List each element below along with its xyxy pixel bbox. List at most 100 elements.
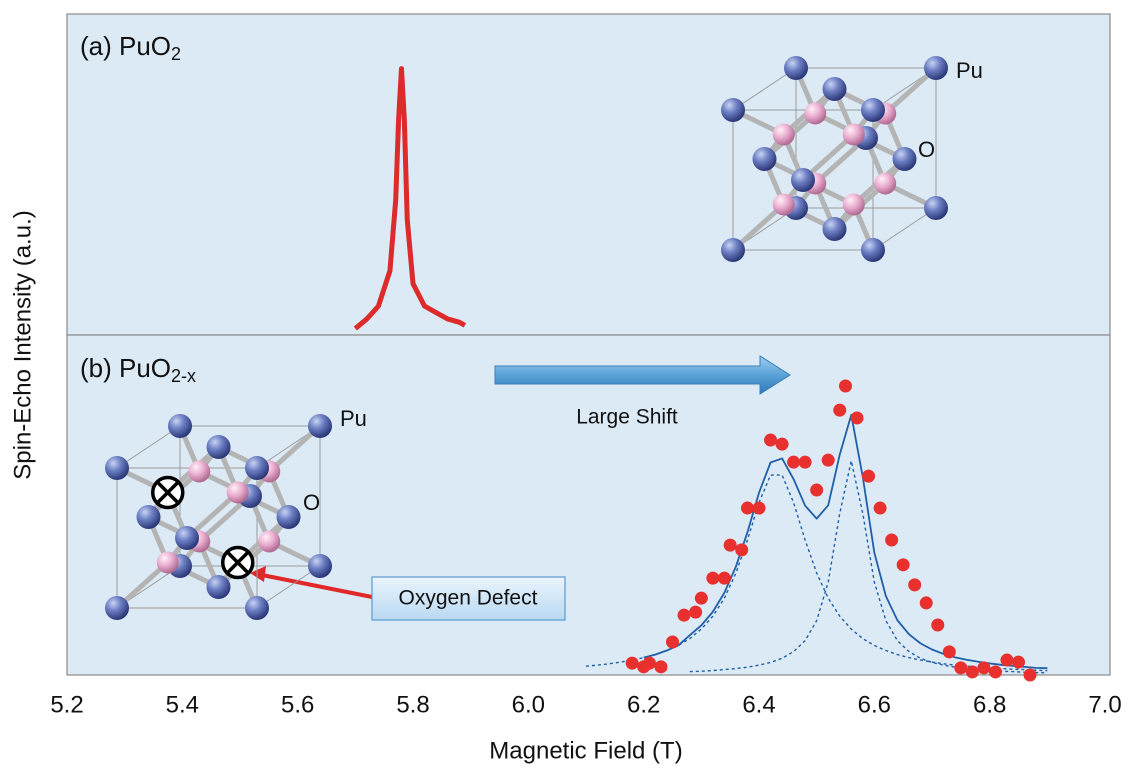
x-axis-label: Magnetic Field (T) xyxy=(489,737,682,764)
pu-atom xyxy=(822,77,847,101)
data-point xyxy=(723,538,737,552)
pu-atom xyxy=(105,456,129,480)
pu-atom xyxy=(861,98,885,122)
data-point xyxy=(1023,668,1037,682)
o-atom xyxy=(842,123,865,146)
crystal-structure xyxy=(105,414,332,620)
defect-cross xyxy=(156,481,179,504)
pu-atom xyxy=(721,238,745,262)
data-point xyxy=(1000,653,1014,667)
data-point xyxy=(919,596,933,610)
annotation: Oxygen Defect xyxy=(399,587,538,610)
x-tick-label: 5.2 xyxy=(50,691,83,718)
x-tick-label: 6.6 xyxy=(858,691,891,718)
x-tick-label: 5.8 xyxy=(396,691,429,718)
defect-box xyxy=(371,576,566,621)
pu-atom xyxy=(861,238,885,262)
data-point xyxy=(850,411,864,425)
data-point xyxy=(677,608,691,622)
o-atom xyxy=(258,530,281,553)
y-axis-label: Spin-Echo Intensity (a.u.) xyxy=(9,210,36,479)
cell-edge xyxy=(116,425,181,469)
pu-atom xyxy=(791,168,815,192)
o-atom xyxy=(226,481,249,504)
x-tick-label: 6.0 xyxy=(512,691,545,718)
pu-atom xyxy=(752,147,777,171)
pu-atom xyxy=(175,526,199,550)
pu-atom xyxy=(308,554,332,578)
data-point xyxy=(833,403,847,417)
data-point xyxy=(908,578,922,592)
data-point xyxy=(694,591,708,605)
panel-label-text: (b) PuO xyxy=(80,353,171,383)
data-point xyxy=(752,501,766,515)
pu-atom xyxy=(136,505,161,529)
pu-atom xyxy=(206,575,231,599)
pu-atom xyxy=(245,596,269,620)
data-point xyxy=(689,605,703,619)
atom-label: O xyxy=(303,490,320,515)
data-point xyxy=(740,501,754,515)
x-tick-label: 6.4 xyxy=(742,691,775,718)
data-point xyxy=(965,665,979,679)
data-point xyxy=(775,437,789,451)
data-point xyxy=(810,483,824,497)
data-point xyxy=(787,455,801,469)
data-point xyxy=(862,469,876,483)
defect-cross xyxy=(226,551,249,574)
pu-atom xyxy=(168,414,192,438)
data-point xyxy=(942,645,956,659)
data-point xyxy=(885,533,899,547)
crystal-structure xyxy=(721,56,948,262)
annotation: Large Shift xyxy=(576,406,678,429)
pu-atom xyxy=(105,596,129,620)
pu-atom xyxy=(822,217,847,241)
pu-atom xyxy=(924,196,948,220)
pu-atom xyxy=(206,435,231,459)
data-point xyxy=(764,433,778,447)
data-point xyxy=(717,571,731,585)
data-point xyxy=(977,661,991,675)
data-point xyxy=(625,656,639,670)
x-tick-label: 7.0 xyxy=(1088,691,1121,718)
x-tick-label: 6.8 xyxy=(973,691,1006,718)
cell-edge xyxy=(872,207,937,251)
spectrum-line xyxy=(353,66,467,331)
o-atom xyxy=(874,172,897,195)
pu-atom xyxy=(308,414,332,438)
x-tick-label: 5.4 xyxy=(166,691,199,718)
o-atom xyxy=(188,460,211,483)
pu-atom xyxy=(892,147,917,171)
o-atom xyxy=(772,123,795,146)
atom-label: O xyxy=(918,137,935,162)
x-tick-label: 6.2 xyxy=(627,691,660,718)
data-point xyxy=(798,455,812,469)
pu-atom xyxy=(276,505,301,529)
data-point xyxy=(873,501,887,515)
o-atom xyxy=(842,193,865,216)
o-atom xyxy=(772,193,795,216)
panel-label-sub: 2-x xyxy=(171,366,196,386)
pu-atom xyxy=(245,456,269,480)
data-point xyxy=(1012,655,1025,669)
data-point xyxy=(666,635,679,649)
panel-label: (b) PuO2-x xyxy=(80,353,196,386)
defect-arrowhead xyxy=(250,566,266,582)
panel-label-text: (a) PuO xyxy=(80,31,171,61)
pu-atom xyxy=(721,98,745,122)
panel-a xyxy=(66,13,1111,336)
cell-edge xyxy=(256,565,321,609)
data-point xyxy=(896,558,910,572)
data-point xyxy=(954,661,968,675)
defect-arrow xyxy=(261,573,373,599)
data-point xyxy=(839,379,852,393)
data-point xyxy=(706,571,720,585)
fit-line xyxy=(643,414,1048,670)
o-atom xyxy=(156,551,179,574)
cell-edge xyxy=(732,67,797,111)
pu-atom xyxy=(784,56,808,80)
data-point xyxy=(735,543,749,557)
data-point xyxy=(642,656,656,670)
